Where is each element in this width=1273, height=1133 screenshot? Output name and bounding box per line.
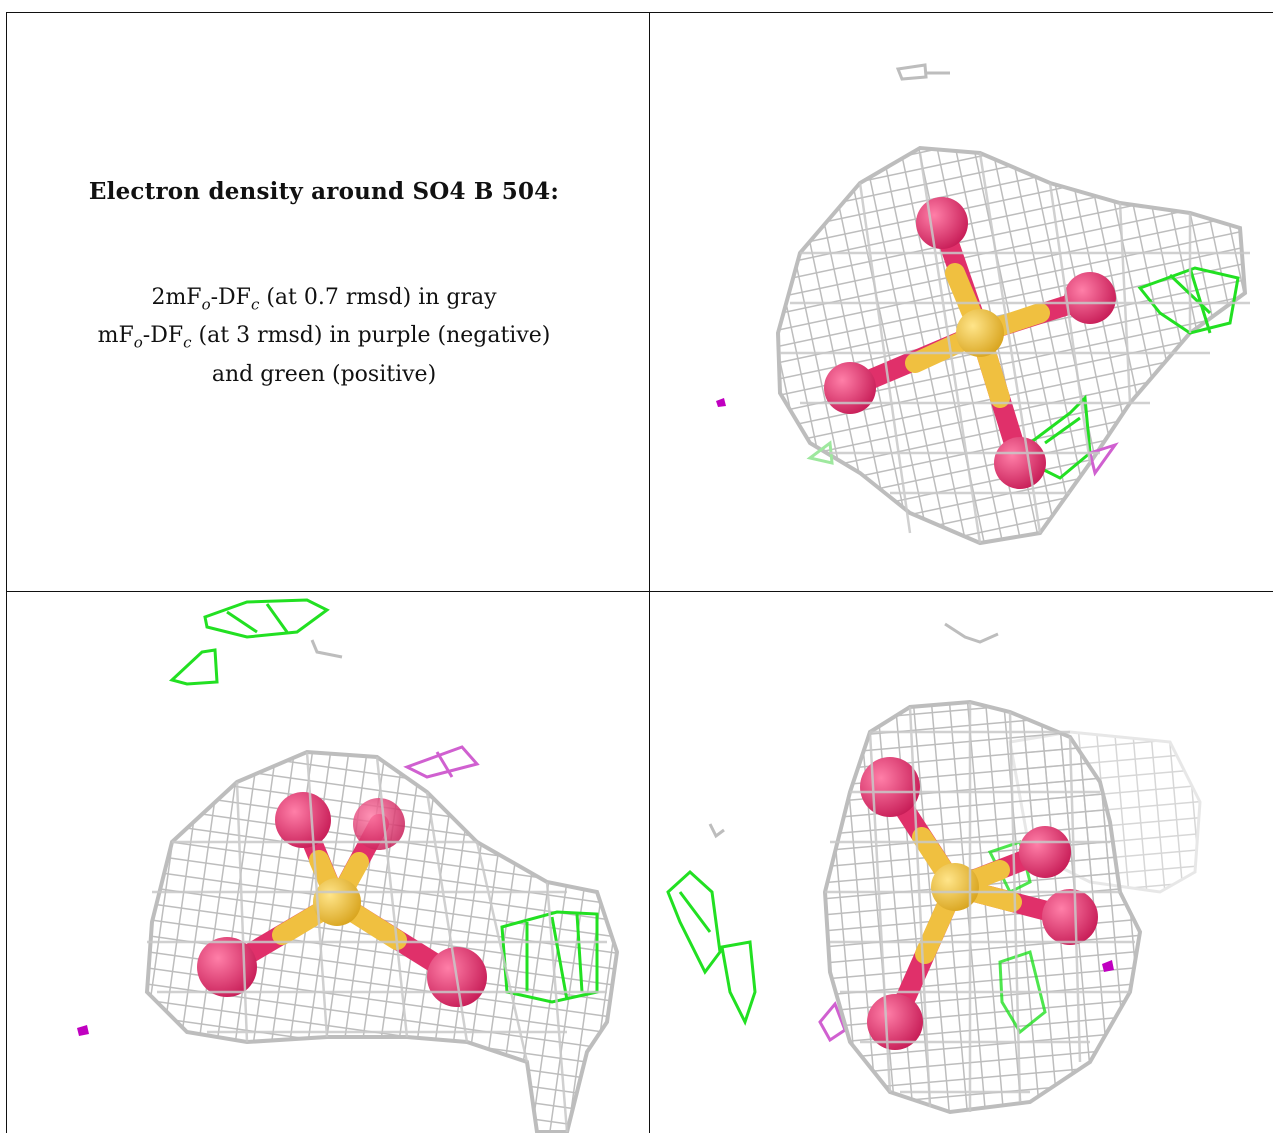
- view-bottom-left: [7, 592, 649, 1133]
- sulfur-atom: [931, 863, 979, 911]
- legend-subscript: o: [201, 295, 211, 314]
- purple-negative-density: [1102, 960, 1114, 972]
- mesh-overlay: [780, 152, 1250, 544]
- purple-negative-density: [77, 1025, 89, 1036]
- view-bottom-right: [650, 592, 1273, 1133]
- legend-subscript: c: [250, 295, 260, 314]
- oxygen-atom: [197, 937, 257, 997]
- green-positive-density: [168, 648, 219, 686]
- oxygen-atom: [1042, 889, 1098, 945]
- oxygen-atom: [994, 437, 1046, 489]
- green-positive-density: [203, 598, 330, 639]
- legend-text: -DF: [142, 323, 184, 349]
- mesh-overlay: [825, 702, 1135, 1112]
- oxygen-atom: [860, 757, 920, 817]
- legend-text: 2mF: [151, 285, 202, 310]
- mesh-fragment: [944, 622, 999, 644]
- oxygen-atom: [1064, 272, 1116, 324]
- green-positive-density: [666, 869, 722, 975]
- purple-negative-density: [1088, 442, 1119, 477]
- oxygen-atom: [916, 197, 968, 249]
- purple-negative-density: [716, 398, 726, 407]
- caption-cell: Electron density around SO4 B 504: 2mFo-…: [6, 14, 642, 574]
- legend-line-2fo-fc: 2mFo-DFc (at 0.7 rmsd) in gray: [6, 282, 642, 320]
- legend-text: (at 0.7 rmsd) in gray: [259, 285, 497, 310]
- border-middle-horizontal: [6, 591, 1273, 592]
- legend-subscript: o: [133, 333, 143, 352]
- sulfur-atom: [956, 309, 1004, 357]
- green-positive-density: [720, 940, 757, 1026]
- sulfur-atom: [313, 878, 361, 926]
- border-top: [6, 12, 1273, 13]
- mesh-fragment: [310, 639, 343, 659]
- border-left: [6, 12, 7, 1133]
- oxygen-atom: [867, 994, 923, 1050]
- density-render-bottom-right: [666, 622, 1202, 1115]
- legend-text: (at 3 rmsd) in purple (negative): [191, 323, 551, 349]
- legend-line-fo-fc: mFo-DFc (at 3 rmsd) in purple (negative): [6, 320, 642, 358]
- border-middle-vertical: [649, 12, 650, 1133]
- caption-legend: 2mFo-DFc (at 0.7 rmsd) in gray mFo-DFc (…: [6, 282, 642, 391]
- oxygen-atom: [353, 798, 405, 850]
- mesh-fragment: [708, 823, 725, 839]
- mesh-overlay: [147, 751, 607, 1133]
- legend-text: -DF: [210, 285, 251, 310]
- purple-negative-density: [403, 745, 480, 779]
- oxygen-atom: [1019, 826, 1071, 878]
- green-positive-density: [998, 950, 1047, 1035]
- density-render-bottom-left: [77, 598, 620, 1133]
- legend-line-colors: and green (positive): [211, 361, 437, 387]
- oxygen-atom: [275, 792, 331, 848]
- view-top-right: [650, 13, 1273, 591]
- caption-title: Electron density around SO4 B 504:: [88, 178, 560, 205]
- legend-text: mF: [97, 323, 134, 349]
- legend-subscript: c: [183, 333, 192, 352]
- oxygen-atom: [824, 362, 876, 414]
- density-render-top-right: [716, 63, 1250, 546]
- mesh-fragment: [895, 63, 950, 81]
